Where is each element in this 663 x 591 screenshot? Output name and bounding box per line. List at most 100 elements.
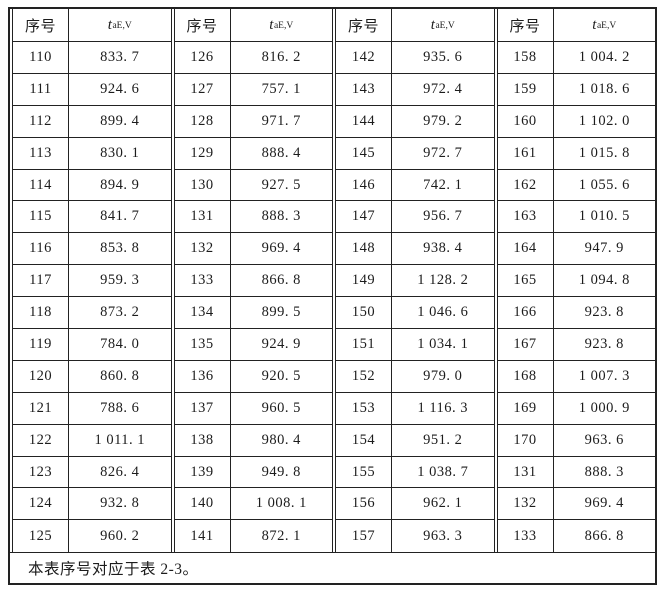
serial-cell: 115 [13, 201, 69, 234]
serial-column-header: 序号 [13, 9, 69, 42]
serial-cell: 146 [336, 169, 392, 202]
serial-cell: 136 [174, 360, 231, 393]
serial-cell: 113 [13, 137, 69, 170]
serial-cell: 145 [336, 137, 392, 170]
value-symbol: t [269, 16, 274, 33]
value-subscript: aE,V [273, 21, 294, 32]
value-cell: 1 034. 1 [392, 329, 494, 361]
value-cell: 960. 5 [230, 393, 332, 425]
value-cell: 1 018. 6 [553, 74, 655, 106]
value-column-header: t aE,V [230, 9, 332, 42]
serial-cell: 138 [174, 424, 231, 457]
value-cell: 833. 7 [69, 42, 171, 74]
value-cell: 866. 8 [230, 265, 332, 298]
serial-cell: 164 [497, 233, 554, 266]
serial-cell: 152 [336, 360, 392, 393]
serial-cell: 125 [13, 520, 69, 553]
serial-cell: 151 [336, 329, 392, 361]
value-cell: 947. 9 [553, 233, 655, 266]
serial-cell: 126 [174, 42, 231, 74]
serial-cell: 168 [497, 360, 554, 393]
value-cell: 1 008. 1 [230, 488, 332, 521]
serial-cell: 131 [497, 456, 554, 489]
value-cell: 969. 4 [553, 488, 655, 521]
value-cell: 938. 4 [392, 233, 494, 266]
value-cell: 1 094. 8 [553, 265, 655, 298]
serial-cell: 132 [174, 233, 231, 266]
value-cell: 816. 2 [230, 42, 332, 74]
serial-column-header: 序号 [174, 9, 231, 42]
serial-cell: 170 [497, 424, 554, 457]
value-cell: 888. 3 [553, 457, 655, 489]
value-cell: 969. 4 [230, 233, 332, 266]
serial-cell: 156 [336, 488, 392, 521]
value-cell: 757. 1 [230, 74, 332, 106]
value-subscript: aE,V [435, 21, 455, 32]
serial-cell: 134 [174, 297, 231, 330]
serial-cell: 124 [13, 488, 69, 521]
value-cell: 888. 4 [230, 138, 332, 170]
serial-cell: 157 [336, 520, 392, 553]
table-group: 序号 t aE,V 142 935. 6 143 972. 4 144 979. 2 145 972… [335, 9, 495, 553]
serial-cell: 158 [497, 42, 554, 74]
value-cell: 960. 2 [100, 527, 140, 544]
value-cell: 788. 6 [69, 393, 171, 425]
serial-cell: 141 [175, 520, 231, 553]
value-cell: 1 010. 5 [553, 201, 655, 234]
value-cell: 866. 8 [584, 527, 624, 544]
serial-cell: 132 [497, 488, 554, 521]
value-cell: 1 128. 2 [392, 265, 494, 298]
value-cell: 784. 0 [69, 329, 171, 361]
value-cell: 1 116. 3 [392, 393, 494, 425]
value-cell: 742. 1 [392, 170, 494, 202]
value-cell: 841. 7 [69, 201, 171, 234]
serial-cell: 111 [13, 73, 69, 106]
serial-cell: 150 [336, 297, 392, 330]
serial-cell: 155 [336, 456, 392, 489]
value-subscript: aE,V [596, 21, 617, 32]
serial-cell: 119 [13, 329, 69, 361]
serial-cell: 133 [498, 520, 554, 553]
value-cell: 972. 7 [392, 138, 494, 170]
value-cell: 873. 2 [69, 297, 171, 330]
serial-cell: 110 [13, 42, 69, 74]
value-subscript: aE,V [112, 21, 132, 32]
value-cell: 979. 0 [392, 361, 494, 393]
serial-cell: 148 [336, 233, 392, 266]
value-column-header: t aE,V [69, 9, 171, 42]
value-cell: 972. 4 [392, 74, 494, 106]
serial-cell: 153 [336, 392, 392, 425]
value-cell: 971. 7 [230, 106, 332, 138]
serial-cell: 130 [174, 169, 231, 202]
serial-cell: 121 [13, 392, 69, 425]
value-cell: 1 055. 6 [553, 170, 655, 202]
value-cell: 949. 8 [230, 457, 332, 489]
serial-cell: 149 [336, 265, 392, 298]
value-cell: 1 000. 9 [553, 393, 655, 425]
serial-cell: 128 [174, 105, 231, 138]
value-cell: 1 007. 3 [553, 361, 655, 393]
value-cell: 888. 3 [230, 201, 332, 234]
serial-cell: 165 [497, 265, 554, 298]
serial-cell: 127 [174, 73, 231, 106]
serial-cell: 129 [174, 137, 231, 170]
serial-cell: 142 [336, 42, 392, 74]
serial-column-header: 序号 [497, 9, 554, 42]
value-cell: 1 004. 2 [553, 42, 655, 74]
serial-cell: 123 [13, 456, 69, 489]
value-cell: 894. 9 [69, 170, 171, 202]
value-cell: 899. 4 [69, 106, 171, 138]
serial-cell: 161 [497, 137, 554, 170]
value-cell: 1 038. 7 [392, 457, 494, 489]
table-groups: 序号 t aE,V 110 833. 7 111 924. 6 112 899. 4 113 830… [10, 9, 655, 553]
value-cell: 962. 1 [392, 488, 494, 521]
serial-cell: 169 [497, 392, 554, 425]
value-cell: 980. 4 [230, 425, 332, 457]
value-cell: 956. 7 [392, 201, 494, 234]
value-cell: 923. 8 [553, 297, 655, 330]
value-cell: 979. 2 [392, 106, 494, 138]
serial-cell: 137 [174, 392, 231, 425]
value-cell: 1 102. 0 [553, 106, 655, 138]
serial-cell: 135 [174, 329, 231, 361]
value-cell: 853. 8 [69, 233, 171, 266]
